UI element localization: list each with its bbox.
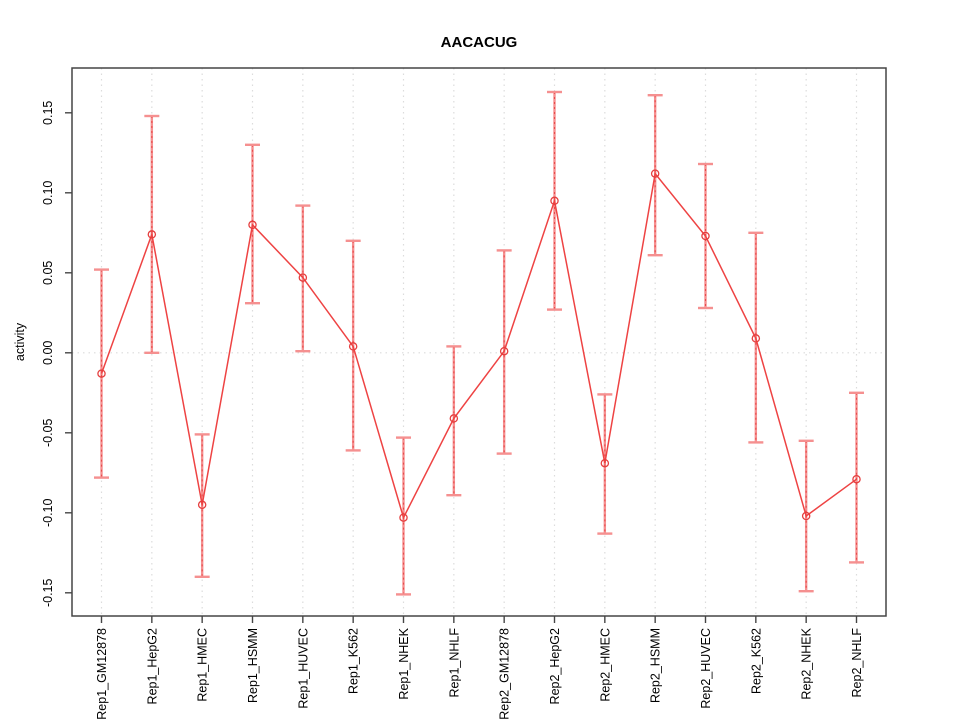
y-tick-label: 0.10 [41,181,55,205]
data-point [499,346,509,356]
data-point [449,414,459,423]
series-line [100,171,857,520]
data-point [97,369,106,378]
x-tick-label: Rep2_HMEC [598,628,612,702]
x-tick-label: Rep2_HSMM [649,628,663,703]
data-point [348,342,358,351]
x-tick-label: Rep2_NHEK [800,627,814,699]
x-tick-label: Rep1_GM12878 [95,628,109,720]
x-tick-label: Rep1_HMEC [196,628,210,702]
x-tick-label: Rep1_K562 [347,628,361,694]
error-bars [94,90,864,596]
y-axis-label: activity [13,322,27,361]
data-point [298,273,308,282]
y-tick-label: 0.00 [41,341,55,365]
data-point [852,474,861,484]
x-tick-label: Rep1_HSMM [246,628,260,703]
x-tick-label: Rep2_GM12878 [498,628,512,720]
data-point [550,196,559,206]
data-point [801,511,811,521]
data-point [399,513,408,522]
series-polyline [100,171,857,520]
gridlines [72,68,886,616]
x-tick-label: Rep1_NHLF [447,628,461,698]
y-tick-label: 0.05 [41,261,55,285]
y-tick-label: -0.15 [41,579,55,608]
data-point [600,458,610,468]
data-points [97,169,861,522]
data-point [701,231,710,241]
x-tick-label: Rep1_HepG2 [145,628,159,704]
x-tick-label: Rep2_HepG2 [548,628,562,704]
data-point [197,500,207,510]
x-tick-label: Rep1_HUVEC [296,628,310,709]
y-tick-label: 0.15 [41,101,55,125]
axes: -0.15 -0.10 -0.05 0.00 0.05 0.10 0.15 Rep1_GM12… [41,67,887,720]
x-tick-label: Rep2_NHLF [850,628,864,698]
data-point [147,230,157,239]
x-tick-label: Rep2_HUVEC [699,628,713,709]
x-tick-label: Rep1_NHEK [397,627,411,699]
chart-title: AACACUG [441,34,518,51]
x-tick-label: Rep2_K562 [749,628,763,694]
data-point [248,220,257,230]
y-tick-label: -0.05 [41,419,55,448]
plot-box [71,67,887,617]
data-point [650,169,660,178]
data-point [751,334,761,343]
y-tick-label: -0.10 [41,499,55,528]
